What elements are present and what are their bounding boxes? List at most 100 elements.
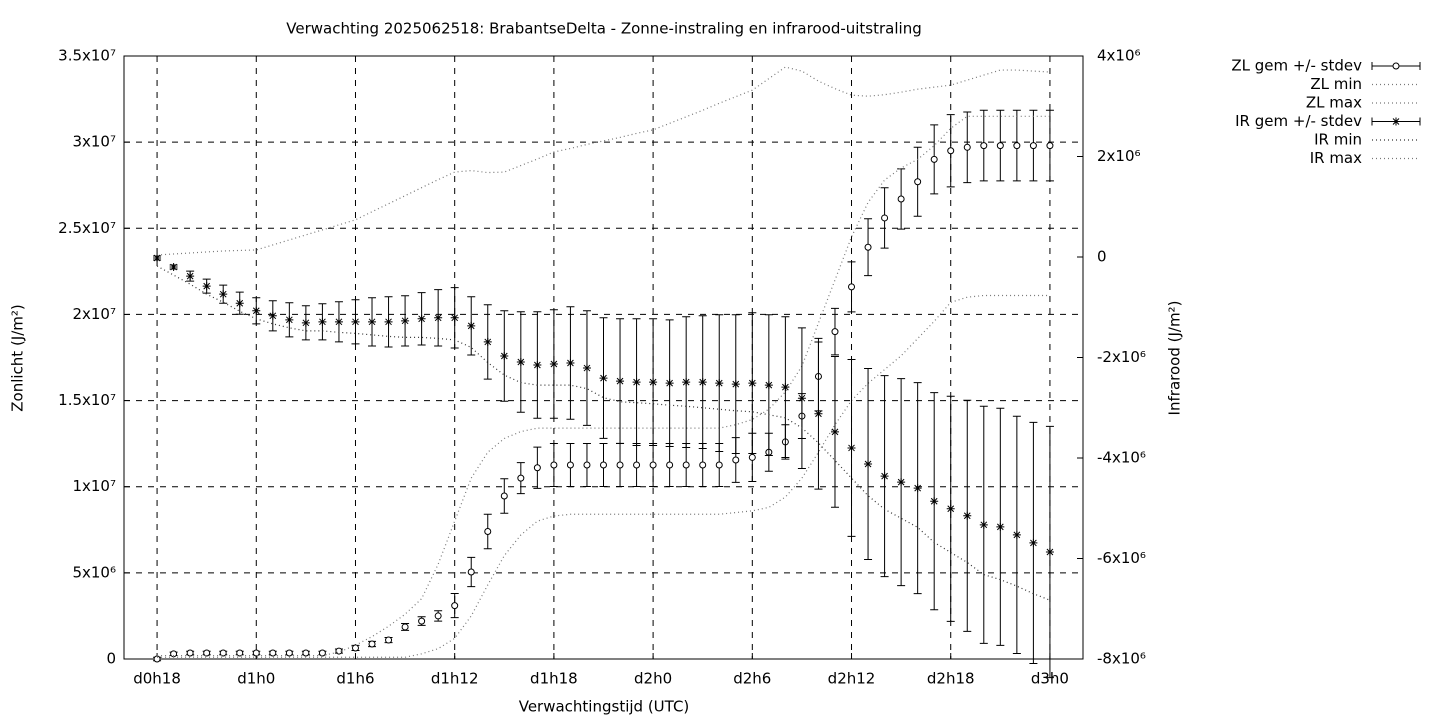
data-point [996,142,1004,150]
x-axis-label: Verwachtingstijd (UTC) [519,698,690,716]
data-point [930,497,939,506]
data-point [351,644,359,652]
data-point [914,178,922,186]
legend-marker [1392,62,1400,70]
data-point [451,602,459,610]
data-point [797,394,806,403]
data-point [500,351,509,360]
data-point [946,504,955,513]
data-point [996,522,1005,531]
data-point [252,306,261,315]
data-point [731,380,740,389]
data-point [301,318,310,327]
data-point [385,636,393,644]
data-point [979,520,988,529]
data-point [318,649,326,657]
legend-label: IR min [1314,131,1362,149]
data-point [533,361,542,370]
data-point [715,461,723,469]
data-point [600,461,607,469]
data-point [781,383,790,392]
x-tick-label: d2h0 [634,670,672,688]
data-point [219,649,227,657]
y2-tick-label: 2x10⁶ [1097,147,1141,165]
data-point [235,299,244,308]
y-axis-label: Zonlicht (J/m²) [9,304,27,412]
y-tick-label: 3.5x10⁷ [58,47,116,65]
data-point [483,337,492,346]
y2-axis-label: Infrarood (J/m²) [1166,301,1184,416]
data-point [467,568,475,576]
x-tick-label: d1h12 [431,670,479,688]
plot-frame [123,55,1084,660]
data-point [1012,530,1021,539]
data-point [203,649,211,657]
data-point [666,461,674,469]
data-point [633,461,641,469]
data-point [699,461,707,469]
legend-label: IR gem +/- stdev [1235,112,1362,130]
data-point [418,617,426,625]
y2-tick-label: 0 [1097,248,1107,266]
data-point [318,317,327,326]
x-tick-label: d2h18 [927,670,975,688]
data-point [732,456,740,464]
y-tick-label: 0 [106,650,116,668]
data-point [1029,142,1037,150]
data-point [831,328,839,336]
data-point [698,378,707,387]
data-point [334,317,343,326]
y-tick-label: 2x10⁷ [72,305,116,323]
series-line [157,115,1050,657]
data-point [1013,142,1021,150]
y-tick-label: 3x10⁷ [72,133,116,151]
data-point [566,461,574,469]
data-point [533,464,541,472]
data-point [368,317,377,326]
x-tick-label: d1h18 [530,670,578,688]
legend-label: ZL gem +/- stdev [1231,57,1362,75]
data-point [153,254,162,263]
data-point [980,142,988,150]
data-point [682,378,691,387]
data-point [549,360,558,369]
x-tick-label: d3h0 [1031,670,1069,688]
y2-tick-label: -8x10⁶ [1097,650,1146,668]
data-point [897,195,905,203]
data-point [864,243,872,251]
data-point [864,460,873,469]
series-line [157,294,1050,658]
data-point [384,317,393,326]
data-point [582,364,591,373]
data-point [682,461,690,469]
y-tick-label: 5x10⁶ [72,563,116,581]
data-point [434,612,442,620]
data-point [748,453,756,461]
legend-label: ZL max [1306,94,1362,112]
data-point [417,314,426,323]
y-tick-label: 1x10⁷ [72,477,116,495]
data-point [814,409,823,418]
data-point [401,316,410,325]
data-point [616,461,624,469]
data-point [169,263,178,272]
data-point [252,649,260,657]
data-point [1029,538,1038,547]
data-point [517,474,525,482]
data-point [897,478,906,487]
y2-tick-label: 4x10⁶ [1097,47,1141,65]
data-point [368,640,376,648]
legend-marker [1392,117,1400,126]
data-point [236,649,244,657]
data-point [847,443,856,452]
data-point [715,379,724,388]
x-tick-label: d1h6 [336,670,374,688]
data-point [351,317,360,326]
y-tick-label: 1.5x10⁷ [58,391,116,409]
data-point [516,358,525,367]
data-point [963,143,971,151]
data-point [401,623,409,631]
data-point [566,359,575,368]
y2-tick-label: -6x10⁶ [1097,549,1146,567]
